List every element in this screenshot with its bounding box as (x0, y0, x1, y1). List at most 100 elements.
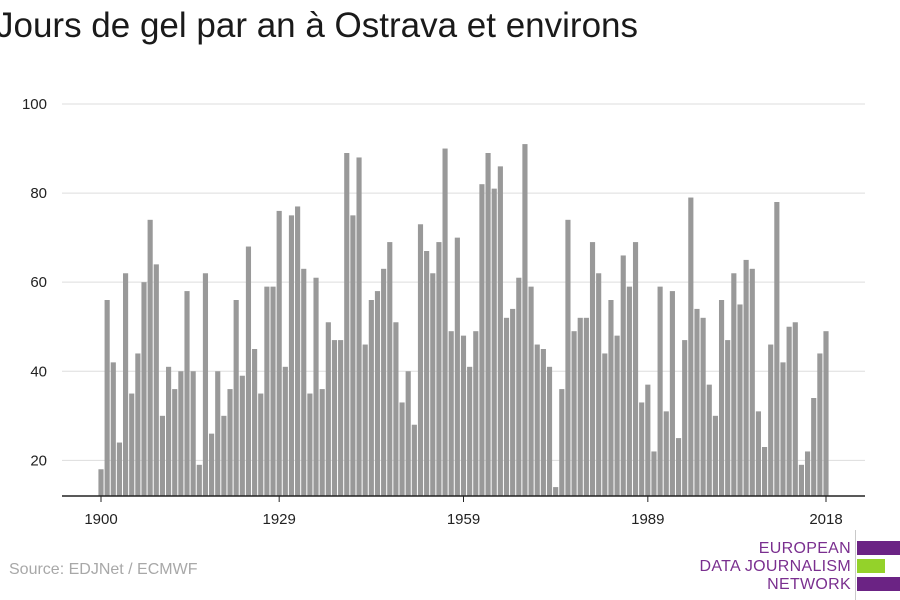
bar (430, 273, 436, 496)
y-tick-label: 80 (30, 185, 47, 202)
bar (589, 242, 596, 496)
y-tick-label: 20 (30, 452, 47, 469)
bar (196, 464, 202, 496)
bar (528, 286, 534, 496)
bar (190, 371, 196, 496)
bar (553, 487, 559, 496)
bar (614, 335, 620, 496)
bar (159, 415, 166, 496)
bar (675, 438, 682, 496)
bar (325, 322, 331, 496)
bar (761, 447, 768, 496)
bar (350, 215, 356, 496)
bar (657, 286, 663, 496)
bar (276, 210, 282, 496)
bar (319, 389, 325, 496)
bar (792, 322, 798, 496)
chart-title: Jours de gel par an à Ostrava et environ… (0, 6, 639, 45)
bar (608, 300, 614, 496)
bar (731, 273, 737, 496)
bar (202, 273, 209, 496)
bar (344, 153, 350, 496)
bar (700, 317, 706, 496)
bar (596, 273, 602, 496)
bar (651, 451, 657, 496)
bar (626, 286, 632, 496)
bar (645, 384, 651, 496)
logo-line-3: NETWORK (767, 576, 851, 593)
bar (387, 242, 393, 496)
bar (669, 291, 675, 496)
bar (804, 451, 811, 496)
logo-bar-green (857, 559, 885, 573)
bar (817, 353, 823, 496)
bar (98, 469, 104, 496)
bar (239, 375, 245, 496)
bar (565, 219, 571, 496)
bar (252, 349, 258, 496)
bar (786, 326, 792, 496)
bar (479, 184, 485, 496)
bar (602, 353, 608, 496)
bar (780, 362, 786, 496)
bar (448, 331, 454, 496)
bar (288, 215, 295, 496)
bar (417, 224, 424, 497)
bar (540, 349, 546, 496)
bar (338, 340, 344, 496)
bar (706, 384, 712, 496)
bar (798, 464, 804, 496)
bar (356, 157, 362, 497)
bar (110, 362, 116, 496)
bar (172, 389, 178, 496)
bar (270, 286, 276, 496)
bars (98, 144, 829, 497)
bar (768, 344, 774, 496)
logo-divider (855, 530, 856, 600)
bar (725, 340, 731, 496)
logo-bar-purple-top (857, 541, 900, 555)
bar (135, 353, 141, 496)
bar (467, 366, 473, 496)
bar (823, 331, 829, 496)
x-tick-label: 2018 (809, 511, 842, 528)
bar (577, 317, 583, 496)
x-tick-label: 1900 (84, 511, 117, 528)
bar (141, 282, 147, 496)
bar (245, 246, 252, 496)
bar (534, 344, 540, 496)
bar (442, 148, 448, 496)
x-tick-label: 1929 (262, 511, 295, 528)
bar (688, 197, 694, 496)
bar (184, 291, 190, 496)
bar (393, 322, 399, 496)
bar (749, 268, 755, 496)
bar (712, 415, 718, 496)
source-note: Source: EDJNet / ECMWF (9, 561, 198, 578)
edjnet-logo[interactable]: EUROPEAN DATA JOURNALISM NETWORK (700, 530, 900, 600)
logo-line-2: DATA JOURNALISM (699, 558, 851, 575)
bar (104, 300, 110, 496)
bar (583, 317, 589, 496)
bar (473, 331, 479, 496)
bar (129, 393, 135, 496)
bar (178, 371, 184, 496)
y-tick-label: 100 (22, 96, 47, 113)
bar (258, 393, 264, 496)
bar (546, 366, 553, 496)
bar (639, 402, 645, 496)
bar (233, 300, 239, 496)
bar (221, 415, 227, 496)
logo-line-1: EUROPEAN (758, 540, 851, 557)
bar (282, 366, 288, 496)
y-tick-label: 60 (30, 274, 47, 291)
bar (755, 411, 761, 496)
bar (503, 317, 510, 496)
bar (116, 442, 123, 496)
bar (460, 335, 467, 496)
bar (313, 277, 319, 496)
bar (381, 268, 387, 496)
bar (774, 202, 780, 496)
x-tick-label: 1989 (631, 511, 664, 528)
